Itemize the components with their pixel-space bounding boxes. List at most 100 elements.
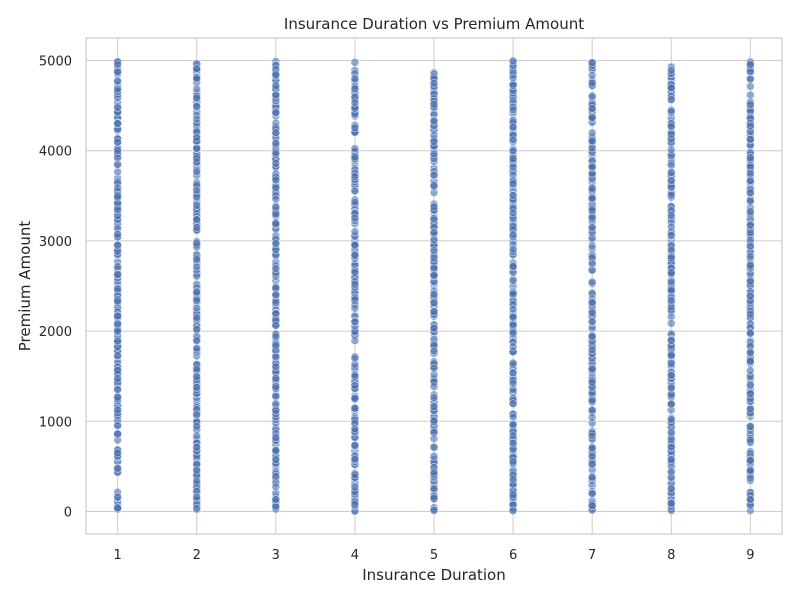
data-point xyxy=(666,467,676,476)
data-point xyxy=(350,213,360,223)
data-point xyxy=(113,327,122,336)
data-point xyxy=(350,98,360,107)
data-point xyxy=(271,392,281,401)
data-point xyxy=(587,316,597,326)
data-point xyxy=(666,211,676,220)
data-point xyxy=(192,296,202,305)
data-point xyxy=(113,240,122,250)
data-point xyxy=(271,406,281,415)
data-point xyxy=(429,363,439,373)
data-point xyxy=(192,431,202,441)
data-point xyxy=(350,353,360,363)
data-point xyxy=(587,405,597,415)
data-point xyxy=(508,262,518,271)
data-point xyxy=(508,73,518,83)
data-point xyxy=(113,336,122,346)
data-point xyxy=(192,238,202,248)
data-point xyxy=(271,209,281,219)
data-point xyxy=(192,383,202,392)
data-point xyxy=(666,359,676,368)
data-point xyxy=(666,277,676,287)
x-tick-label: 3 xyxy=(272,548,280,563)
data-point xyxy=(429,467,439,477)
data-point xyxy=(271,374,281,383)
data-point xyxy=(192,476,202,486)
data-point xyxy=(429,78,439,88)
data-point xyxy=(508,80,518,90)
data-point xyxy=(113,119,122,129)
data-point xyxy=(271,108,281,118)
data-point xyxy=(508,368,518,377)
data-point xyxy=(429,434,439,443)
data-point xyxy=(429,253,439,263)
data-point xyxy=(508,358,518,368)
data-point xyxy=(271,298,281,308)
data-point xyxy=(746,366,755,375)
data-point xyxy=(666,296,676,305)
data-point xyxy=(587,377,597,387)
data-point xyxy=(746,389,755,399)
data-point xyxy=(350,336,360,345)
data-point xyxy=(350,197,360,207)
y-tick-label: 2000 xyxy=(39,325,72,340)
x-tick-label: 7 xyxy=(588,548,596,563)
data-point xyxy=(508,342,518,352)
data-point xyxy=(113,385,122,394)
data-point xyxy=(192,364,202,374)
data-point xyxy=(587,162,597,172)
data-point xyxy=(746,82,755,91)
data-point xyxy=(666,350,676,360)
data-point xyxy=(587,184,597,193)
x-tick-label: 2 xyxy=(193,548,201,563)
data-point xyxy=(113,60,122,69)
data-point xyxy=(746,329,755,338)
data-point xyxy=(429,307,439,317)
data-point xyxy=(271,90,281,100)
data-point xyxy=(113,374,122,383)
data-point xyxy=(746,153,755,162)
data-point xyxy=(350,84,360,93)
data-point xyxy=(113,351,122,360)
data-point xyxy=(429,451,439,461)
plot-frame xyxy=(85,37,783,535)
data-point xyxy=(666,484,676,493)
data-point xyxy=(508,419,518,429)
data-point xyxy=(587,259,597,269)
data-point xyxy=(429,214,439,223)
data-point xyxy=(192,442,202,452)
data-point xyxy=(192,287,202,297)
data-point xyxy=(429,263,439,273)
data-point xyxy=(113,366,122,375)
data-point xyxy=(192,303,202,313)
x-tick-label: 1 xyxy=(113,548,121,563)
data-point xyxy=(350,227,360,236)
data-point xyxy=(350,441,360,450)
data-point xyxy=(666,435,676,444)
data-point xyxy=(113,229,122,239)
data-point xyxy=(508,490,518,499)
data-point xyxy=(429,170,439,180)
data-point xyxy=(192,336,202,346)
data-point xyxy=(350,380,360,390)
data-point xyxy=(350,303,360,313)
data-point xyxy=(271,362,281,372)
data-point xyxy=(666,499,676,508)
x-tick-labels: 1 2 3 4 5 6 7 8 9 xyxy=(113,548,754,563)
data-point xyxy=(746,207,755,216)
data-point xyxy=(587,364,597,374)
data-point xyxy=(350,500,360,509)
data-point xyxy=(587,413,597,422)
data-point xyxy=(113,146,122,156)
data-point xyxy=(746,197,755,206)
data-point xyxy=(350,454,360,464)
data-point xyxy=(666,106,676,115)
data-point xyxy=(746,241,755,251)
data-point xyxy=(350,470,360,479)
data-point xyxy=(429,137,439,146)
data-point xyxy=(429,202,439,212)
data-point xyxy=(113,503,122,513)
data-point xyxy=(350,172,360,181)
data-point xyxy=(271,148,281,157)
data-point xyxy=(508,122,518,132)
